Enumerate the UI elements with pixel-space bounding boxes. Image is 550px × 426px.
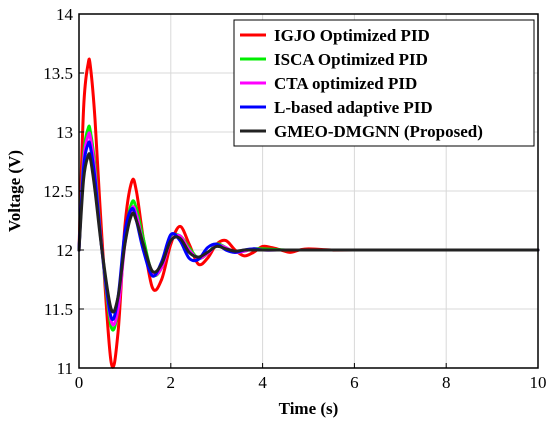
x-tick-label: 4 xyxy=(258,373,267,392)
x-tick-label: 8 xyxy=(442,373,451,392)
y-tick-label: 11.5 xyxy=(44,300,73,319)
x-tick-label: 6 xyxy=(350,373,359,392)
y-tick-label: 12.5 xyxy=(43,182,73,201)
legend-label: IGJO Optimized PID xyxy=(274,26,430,45)
series-line-2 xyxy=(77,124,540,332)
y-tick-label: 13 xyxy=(56,123,73,142)
legend-label: L-based adaptive PID xyxy=(274,98,433,117)
x-tick-label: 2 xyxy=(167,373,176,392)
legend: IGJO Optimized PID ISCA Optimized PID CTA … xyxy=(233,19,535,147)
legend-label: ISCA Optimized PID xyxy=(274,50,428,69)
y-tick-label: 12 xyxy=(56,241,73,260)
y-tick-label: 13.5 xyxy=(43,64,73,83)
x-axis-label: Time (s) xyxy=(279,399,339,418)
y-axis-label: Voltage (V) xyxy=(5,150,24,232)
legend-box xyxy=(233,19,535,147)
legend-label: CTA optimized PID xyxy=(274,74,417,93)
x-tick-label: 0 xyxy=(75,373,84,392)
series-line-5 xyxy=(77,152,540,314)
legend-label: GMEO-DMGNN (Proposed) xyxy=(274,122,483,141)
series-line-3 xyxy=(77,131,540,327)
series-lines xyxy=(77,57,540,369)
plot-frame xyxy=(78,13,539,369)
y-tick-label: 14 xyxy=(56,5,74,24)
x-tick-label: 10 xyxy=(530,373,547,392)
axis-ticks: 0 2 4 6 8 10 11 11.5 12 12.5 13 13.5 14 xyxy=(43,5,546,392)
y-tick-label: 11 xyxy=(57,359,73,378)
series-line-4 xyxy=(77,140,540,321)
